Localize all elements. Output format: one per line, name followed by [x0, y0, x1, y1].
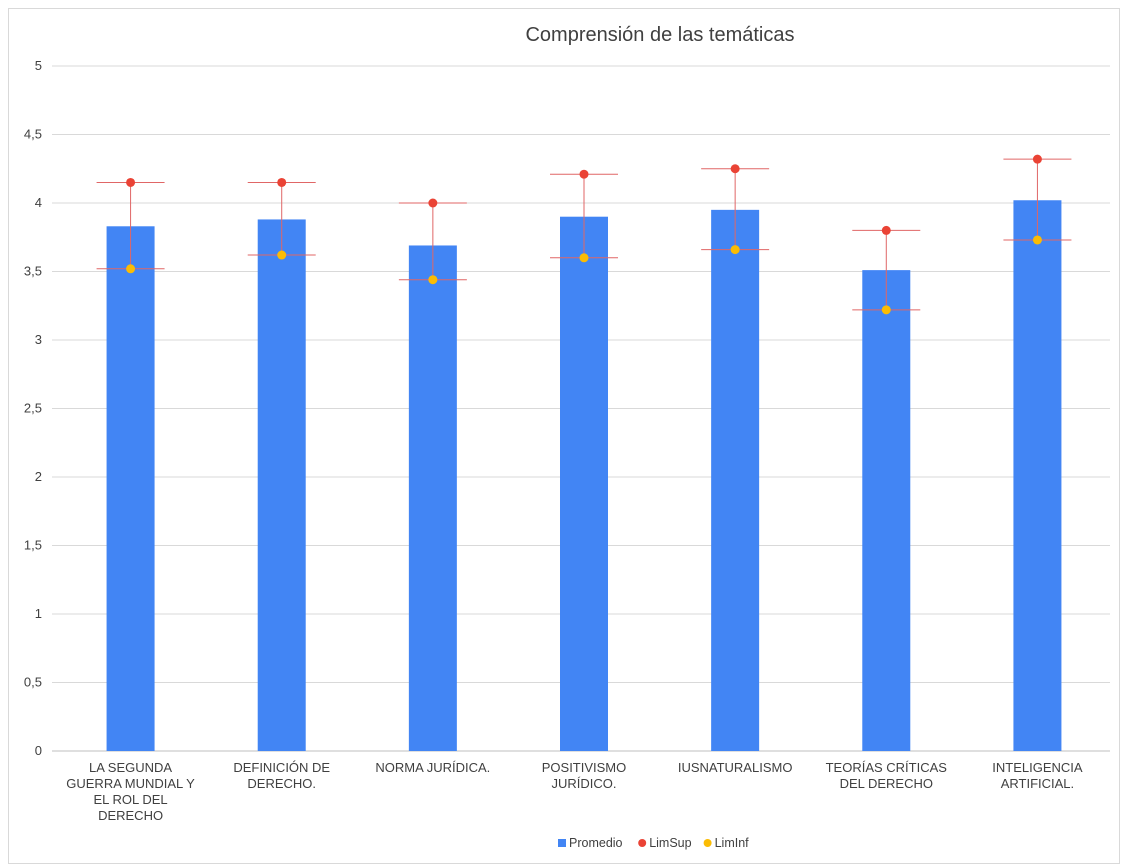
point-liminf [1032, 235, 1042, 245]
point-liminf [579, 253, 589, 263]
x-tick-label: LA SEGUNDA GUERRA MUNDIAL Y EL ROL DEL DERE… [66, 760, 195, 823]
x-tick-label-line: IUSNATURALISMO [678, 760, 793, 775]
chart-title: Comprensión de las temáticas [525, 24, 794, 46]
grid-lines [52, 65, 1110, 752]
y-tick-label: 0 [35, 743, 42, 758]
bar-promedio [106, 226, 155, 752]
x-tick-label-line: DERECHO. [247, 776, 316, 791]
x-tick-label-line: LA SEGUNDA [89, 760, 172, 775]
y-tick-label: 1 [35, 606, 42, 621]
bar-promedio [711, 209, 760, 752]
point-limsup [579, 169, 589, 179]
point-liminf [428, 275, 438, 285]
x-tick-label: NORMA JURÍDICA. [375, 760, 490, 775]
bar-promedio [560, 216, 608, 751]
legend-label-liminf: LimInf [715, 836, 750, 850]
x-tick-label: TEORÍAS CRÍTICAS DEL DERECHO [826, 760, 948, 791]
bar-promedio [1013, 200, 1062, 751]
y-tick-label: 4 [35, 195, 42, 210]
legend-label-promedio: Promedio [569, 836, 623, 850]
point-limsup [881, 225, 891, 235]
x-tick-label: IUSNATURALISMO [678, 760, 793, 775]
point-liminf [881, 305, 891, 315]
x-tick-label: POSITIVISMO JURÍDICO. [542, 760, 627, 791]
y-tick-label: 4,5 [24, 127, 42, 142]
point-liminf [126, 264, 136, 274]
y-tick-label: 2 [35, 469, 42, 484]
legend-swatch-liminf [703, 839, 712, 847]
y-tick-label: 5 [35, 58, 42, 73]
x-tick-label-line: TEORÍAS CRÍTICAS [826, 760, 948, 775]
x-tick-label-line: EL ROL DEL [93, 792, 167, 807]
bar-promedio [862, 270, 911, 751]
x-tick-label-line: ARTIFICIAL. [1001, 776, 1074, 791]
x-tick-label-line: DEL DERECHO [840, 776, 933, 791]
bar-series [106, 200, 1062, 752]
x-tick-label-line: GUERRA MUNDIAL Y [66, 776, 195, 791]
x-tick-label-line: INTELIGENCIA [992, 760, 1083, 775]
bar-promedio [408, 245, 457, 751]
point-limsup [428, 198, 438, 208]
y-tick-label: 3 [35, 332, 42, 347]
bar-promedio [257, 219, 306, 751]
y-tick-label: 3,5 [24, 264, 42, 279]
x-tick-label-line: JURÍDICO. [552, 776, 617, 791]
y-axis-ticks: 0 0,5 1 1,5 2 2,5 3 3,5 4 4,5 5 [24, 58, 42, 758]
point-series [126, 154, 1042, 315]
legend-label-limsup: LimSup [649, 836, 691, 850]
y-tick-label: 0,5 [24, 675, 42, 690]
legend: Promedio LimSup LimInf [558, 836, 749, 850]
legend-swatch-promedio [558, 839, 566, 847]
x-tick-label-line: NORMA JURÍDICA. [375, 760, 490, 775]
point-liminf [277, 250, 287, 260]
point-limsup [730, 164, 740, 174]
legend-swatch-limsup [638, 839, 647, 847]
point-limsup [126, 177, 136, 187]
x-axis-labels: LA SEGUNDA GUERRA MUNDIAL Y EL ROL DEL DERE… [66, 760, 1083, 823]
point-liminf [730, 245, 740, 255]
x-tick-label: DEFINICIÓN DE DERECHO. [233, 760, 330, 791]
y-tick-label: 1,5 [24, 538, 42, 553]
x-tick-label-line: POSITIVISMO [542, 760, 627, 775]
y-tick-label: 2,5 [24, 401, 42, 416]
point-limsup [277, 177, 287, 187]
x-tick-label-line: DERECHO [98, 808, 163, 823]
point-limsup [1032, 154, 1042, 164]
x-tick-label-line: DEFINICIÓN DE [233, 760, 330, 775]
x-tick-label: INTELIGENCIA ARTIFICIAL. [992, 760, 1083, 791]
